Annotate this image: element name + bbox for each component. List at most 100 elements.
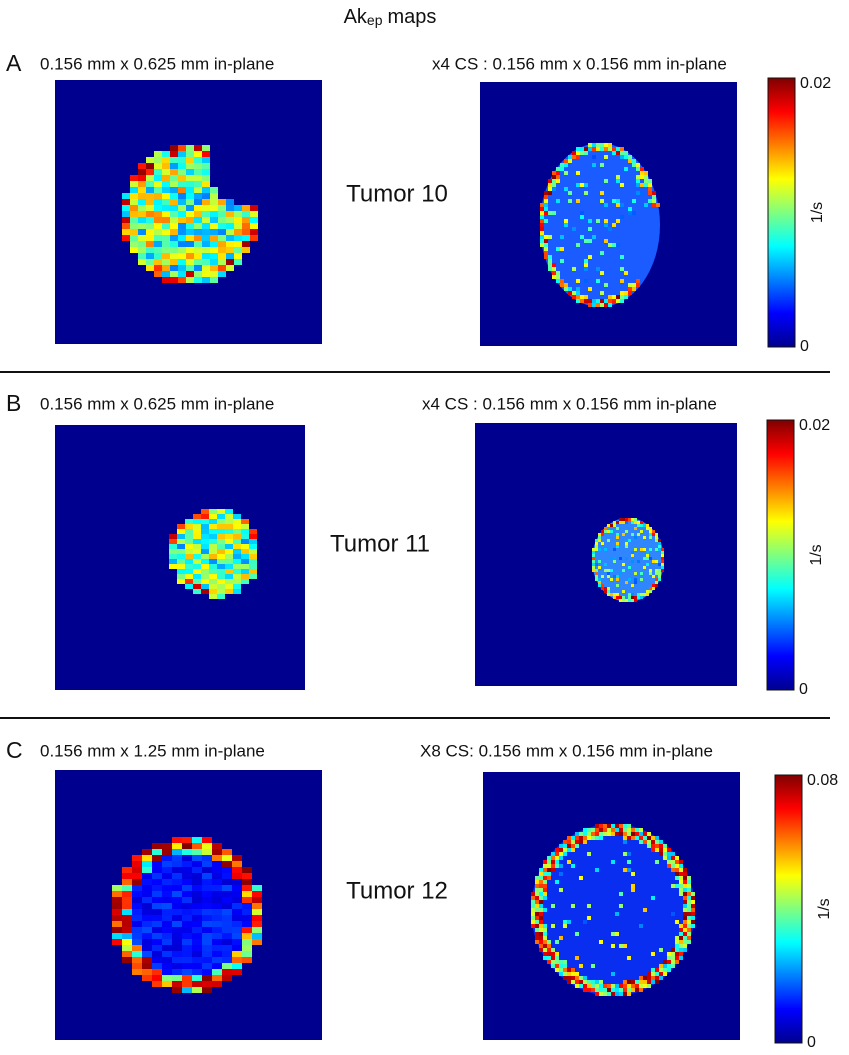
map-pixel	[661, 551, 664, 554]
map-pixel	[579, 836, 583, 840]
map-pixel	[138, 175, 146, 181]
map-pixel	[651, 848, 655, 852]
map-pixel	[185, 559, 193, 564]
map-pixel	[202, 157, 210, 163]
map-pixel	[122, 229, 130, 235]
map-pixel	[194, 157, 202, 163]
map-pixel	[575, 836, 579, 840]
map-pixel	[138, 169, 146, 175]
map-pixel	[683, 936, 687, 940]
map-pixel	[201, 524, 209, 529]
map-pixel	[250, 205, 258, 211]
map-pixel	[687, 892, 691, 896]
map-pixel	[567, 976, 571, 980]
map-pixel	[185, 569, 193, 574]
map-pixel	[648, 199, 652, 203]
map-pixel	[623, 988, 627, 992]
map-pixel	[194, 193, 202, 199]
map-pixel	[556, 271, 560, 275]
map-pixel	[186, 157, 194, 163]
colorbar-tick-label: 0.02	[800, 75, 831, 92]
map-pixel	[619, 557, 622, 560]
map-pixel	[142, 939, 152, 945]
map-pixel	[226, 211, 234, 217]
map-pixel	[623, 984, 627, 988]
map-pixel	[154, 235, 162, 241]
map-pixel	[616, 521, 619, 524]
map-pixel	[584, 239, 588, 243]
map-pixel	[607, 587, 610, 590]
map-pixel	[138, 223, 146, 229]
map-pixel	[607, 524, 610, 527]
map-pixel	[146, 217, 154, 223]
map-pixel	[640, 191, 644, 195]
map-pixel	[611, 860, 615, 864]
map-pixel	[655, 578, 658, 581]
map-pixel	[202, 843, 212, 849]
map-pixel	[241, 544, 249, 549]
map-pixel	[241, 564, 249, 569]
map-pixel	[604, 299, 608, 303]
map-pixel	[595, 988, 599, 992]
map-pixel	[631, 888, 635, 892]
map-pixel	[132, 957, 142, 963]
map-pixel	[643, 976, 647, 980]
map-pixel	[671, 956, 675, 960]
map-pixel	[552, 187, 556, 191]
map-pixel	[146, 187, 154, 193]
map-pixel	[192, 915, 202, 921]
map-pixel	[217, 544, 225, 549]
map-pixel	[663, 852, 667, 856]
map-pixel	[242, 223, 250, 229]
colorbar	[766, 419, 795, 691]
map-pixel	[146, 163, 154, 169]
map-pixel	[620, 267, 624, 271]
map-pixel	[584, 299, 588, 303]
map-pixel	[595, 548, 598, 551]
map-pixel	[186, 235, 194, 241]
map-pixel	[627, 852, 631, 856]
map-pixel	[556, 275, 560, 279]
map-pixel	[202, 229, 210, 235]
map-pixel	[241, 559, 249, 564]
map-pixel	[607, 992, 611, 996]
map-pixel	[627, 984, 631, 988]
map-pixel	[182, 921, 192, 927]
map-pixel	[671, 964, 675, 968]
map-pixel	[655, 980, 659, 984]
map-pixel	[592, 563, 595, 566]
map-pixel	[624, 151, 628, 155]
map-pixel	[683, 896, 687, 900]
map-pixel	[632, 283, 636, 287]
map-pixel	[616, 151, 620, 155]
map-pixel	[212, 915, 222, 921]
map-pixel	[201, 584, 209, 589]
map-pixel	[122, 211, 130, 217]
map-pixel	[218, 217, 226, 223]
map-pixel	[544, 199, 548, 203]
map-pixel	[622, 569, 625, 572]
map-pixel	[647, 836, 651, 840]
map-pixel	[209, 579, 217, 584]
map-pixel	[162, 921, 172, 927]
map-pixel	[639, 836, 643, 840]
map-pixel	[193, 554, 201, 559]
map-pixel	[592, 155, 596, 159]
map-pixel	[540, 231, 544, 235]
panel-label: C	[6, 737, 23, 763]
map-pixel	[616, 295, 620, 299]
map-pixel	[648, 191, 652, 195]
map-pixel	[162, 927, 172, 933]
map-pixel	[226, 259, 234, 265]
map-pixel	[667, 856, 671, 860]
map-pixel	[222, 909, 232, 915]
map-pixel	[552, 171, 556, 175]
map-pixel	[152, 951, 162, 957]
map-pixel	[154, 163, 162, 169]
map-pixel	[671, 868, 675, 872]
map-pixel	[608, 299, 612, 303]
map-pixel	[233, 579, 241, 584]
map-pixel	[611, 992, 615, 996]
map-pixel	[596, 219, 600, 223]
map-pixel	[571, 840, 575, 844]
